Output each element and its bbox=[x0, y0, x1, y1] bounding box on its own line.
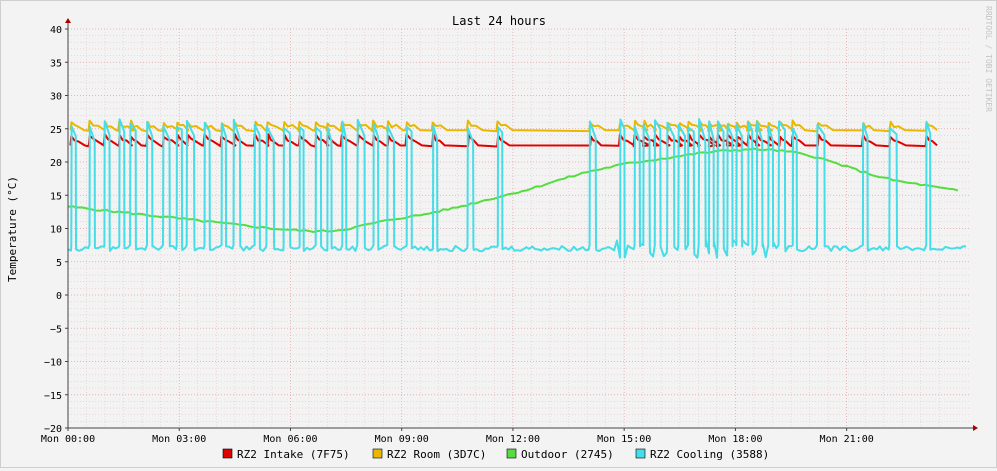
series-line-3 bbox=[67, 147, 959, 233]
y-axis-arrow bbox=[65, 18, 71, 23]
y-tick-label: −20 bbox=[44, 424, 62, 435]
watermark: RRDTOOL / TOBI OETIKER bbox=[984, 6, 993, 112]
legend-swatch bbox=[506, 448, 517, 459]
legend-label: RZ2 Room (3D7C) bbox=[387, 448, 486, 461]
x-tick-label: Mon 06:00 bbox=[263, 434, 317, 445]
legend-label: RZ2 Cooling (3588) bbox=[650, 448, 769, 461]
chart-title: Last 24 hours bbox=[452, 14, 546, 28]
y-tick-label: −15 bbox=[44, 391, 62, 402]
legend: RZ2 Intake (7F75) RZ2 Room (3D7C) Outdoor … bbox=[222, 448, 769, 461]
legend-swatch bbox=[372, 448, 383, 459]
legend-label: RZ2 Intake (7F75) bbox=[237, 448, 350, 461]
y-tick-label: 15 bbox=[50, 191, 62, 202]
y-tick-label: 40 bbox=[50, 25, 62, 36]
axes bbox=[65, 18, 978, 431]
x-tick-labels: Mon 00:00 Mon 03:00 Mon 06:00 Mon 09:00 Mon … bbox=[41, 434, 874, 445]
x-tick-label: Mon 12:00 bbox=[486, 434, 540, 445]
series-layer bbox=[67, 118, 967, 259]
y-tick-label: 35 bbox=[50, 58, 62, 69]
y-tick-label: −5 bbox=[50, 324, 62, 335]
legend-swatch bbox=[222, 448, 233, 459]
x-tick-label: Mon 21:00 bbox=[820, 434, 874, 445]
x-tick-label: Mon 18:00 bbox=[708, 434, 762, 445]
y-tick-label: 25 bbox=[50, 125, 62, 136]
y-tick-label: −10 bbox=[44, 358, 62, 369]
y-axis-label: Temperature (°C) bbox=[6, 176, 19, 282]
y-tick-label: 30 bbox=[50, 92, 62, 103]
x-tick-label: Mon 00:00 bbox=[41, 434, 95, 445]
x-tick-label: Mon 03:00 bbox=[152, 434, 206, 445]
series-line-1 bbox=[69, 132, 938, 148]
y-tick-label: 0 bbox=[56, 291, 62, 302]
legend-label: Outdoor (2745) bbox=[521, 448, 614, 461]
legend-swatch bbox=[635, 448, 646, 459]
x-tick-label: Mon 09:00 bbox=[375, 434, 429, 445]
y-tick-label: 10 bbox=[50, 225, 62, 236]
x-tick-label: Mon 15:00 bbox=[597, 434, 651, 445]
y-tick-label: 5 bbox=[56, 258, 62, 269]
y-tick-labels: 40 35 30 25 20 15 10 5 0 −5 −10 −15 −20 bbox=[44, 25, 62, 435]
minor-grid bbox=[68, 29, 969, 428]
y-tick-label: 20 bbox=[50, 158, 62, 169]
x-axis-arrow bbox=[973, 425, 978, 431]
series-line-4 bbox=[67, 118, 967, 259]
